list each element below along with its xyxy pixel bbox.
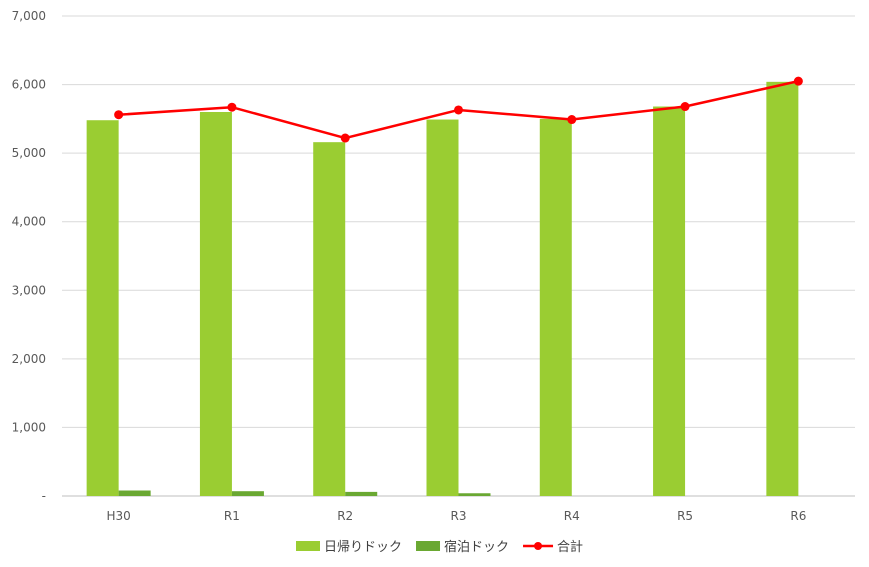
total-point-R3 xyxy=(454,105,463,115)
x-tick-label-R6: R6 xyxy=(790,509,806,523)
x-tick-label-R2: R2 xyxy=(337,509,353,523)
total-point-R1 xyxy=(227,102,237,112)
y-tick-label-7000: 7,000 xyxy=(12,9,46,23)
x-axis-ticks: H30 R1 R2 R3 R4 R5 R6 xyxy=(106,509,806,523)
x-tick-label-R5: R5 xyxy=(677,509,693,523)
bar-dayreturn-R4 xyxy=(539,118,572,496)
x-tick-label-R3: R3 xyxy=(451,509,467,523)
bar-overnight-R2 xyxy=(345,491,378,496)
legend-swatch-1 xyxy=(416,541,441,551)
y-tick-label-5000: 5,000 xyxy=(12,146,46,160)
total-point-R2 xyxy=(340,133,350,143)
legend-marker-2 xyxy=(534,542,543,550)
legend-label-0: 日帰りドック xyxy=(324,539,402,555)
line-series xyxy=(114,76,803,143)
bar-series xyxy=(86,81,799,497)
total-point-R4 xyxy=(567,115,577,125)
bar-dayreturn-H30 xyxy=(86,120,119,496)
y-tick-label-2000: 2,000 xyxy=(12,352,46,366)
bar-dayreturn-R1 xyxy=(199,112,232,496)
legend-swatch-0 xyxy=(296,541,320,551)
legend-label-2: 合計 xyxy=(557,539,583,555)
x-tick-label-R1: R1 xyxy=(224,509,240,523)
y-tick-label-1000: 1,000 xyxy=(12,420,46,434)
x-tick-label-H30: H30 xyxy=(106,509,130,523)
legend: 日帰りドック 宿泊ドック 合計 xyxy=(296,539,583,555)
bar-overnight-R1 xyxy=(231,491,264,496)
bar-dayreturn-R5 xyxy=(653,106,686,496)
bar-dayreturn-R3 xyxy=(426,119,459,497)
bar-overnight-R3 xyxy=(458,493,491,496)
bar-overnight-H30 xyxy=(118,490,151,496)
y-tick-label-6000: 6,000 xyxy=(12,78,46,92)
total-point-H30 xyxy=(114,110,124,120)
y-axis-ticks: - 1,000 2,000 3,000 4,000 5,000 6,000 7,000 xyxy=(12,9,46,503)
y-tick-label-4000: 4,000 xyxy=(12,215,46,229)
total-point-R5 xyxy=(680,102,690,112)
y-tick-label-0: - xyxy=(42,489,46,503)
bar-dayreturn-R6 xyxy=(766,81,799,496)
bar-dayreturn-R2 xyxy=(313,142,346,496)
y-tick-label-3000: 3,000 xyxy=(12,283,46,297)
legend-label-1: 宿泊ドック xyxy=(444,539,509,555)
total-point-R6 xyxy=(793,76,803,86)
x-tick-label-R4: R4 xyxy=(564,509,580,523)
